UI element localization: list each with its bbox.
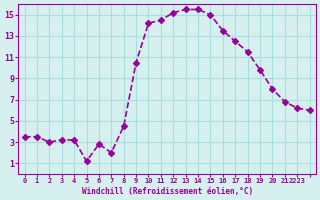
- X-axis label: Windchill (Refroidissement éolien,°C): Windchill (Refroidissement éolien,°C): [82, 187, 253, 196]
